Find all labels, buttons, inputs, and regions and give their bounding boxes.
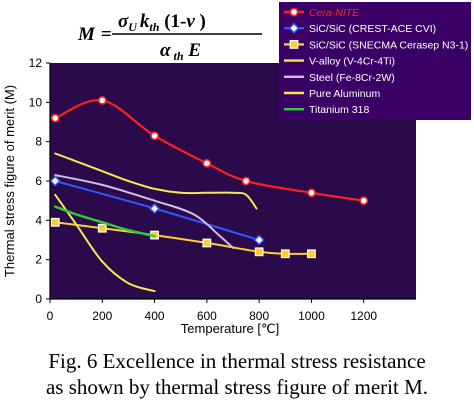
y-tick-label-2: 4 — [35, 213, 42, 227]
formula-denominator: α th E — [160, 40, 201, 63]
formula-lhs: M = — [77, 24, 112, 45]
legend-label-0: Cera-NITE — [309, 7, 360, 19]
series-line-3 — [54, 152, 258, 210]
series-layer — [49, 95, 369, 293]
data-point-0-5 — [307, 188, 316, 198]
legend-label-5: Pure Aluminum — [309, 88, 380, 100]
legend-item-1: SiC/SiC (CREST-ACE CVI) — [284, 22, 436, 35]
data-point-0-6 — [359, 196, 369, 206]
data-point-1-1 — [149, 202, 161, 215]
legend: Cera-NITE SiC/SiC (CREST-ACE CVI) SiC/SiC … — [284, 7, 468, 116]
ticks-layer: 0 200 400 600 800 1000 1200 0 2 4 6 8 10 12 — [29, 56, 378, 323]
data-point-0-3 — [202, 158, 212, 168]
data-point-1-2 — [253, 234, 265, 246]
series-1 — [49, 175, 265, 246]
legend-marker-0 — [289, 7, 299, 17]
legend-label-4: Steel (Fe-8Cr-2W) — [309, 72, 395, 84]
legend-item-5: Pure Aluminum — [284, 88, 380, 100]
y-axis-label: Thermal stress figure of merit (M) — [2, 85, 17, 277]
series-line-6 — [54, 205, 156, 238]
legend-item-3: V-alloy (V-4Cr-4Ti) — [284, 56, 395, 68]
data-point-0-0 — [50, 113, 60, 123]
formula: M = σU kth (1-ν ) α th E — [77, 11, 262, 63]
y-tick-label-3: 6 — [35, 174, 42, 188]
x-tick-label-1: 200 — [92, 309, 112, 323]
y-tick-label-6: 12 — [29, 56, 43, 70]
caption-line-1: Fig. 6 Excellence in thermal stress resi… — [48, 349, 426, 373]
series-3 — [54, 152, 258, 210]
data-point-2-3 — [202, 238, 212, 248]
x-tick-label-6: 1200 — [350, 309, 377, 323]
legend-item-6: Titanium 318 — [284, 104, 369, 116]
data-point-2-0 — [50, 217, 60, 227]
legend-label-6: Titanium 318 — [309, 104, 369, 116]
data-point-1-0 — [49, 175, 61, 187]
caption-line-2: as shown by thermal stress figure of mer… — [45, 375, 428, 399]
x-tick-label-5: 1000 — [298, 309, 325, 323]
y-tick-label-4: 8 — [35, 135, 42, 149]
x-tick-label-4: 800 — [249, 309, 269, 323]
y-tick-label-0: 0 — [35, 292, 42, 306]
data-point-0-2 — [150, 131, 159, 141]
x-tick-label-3: 600 — [197, 309, 217, 323]
legend-marker-1 — [288, 22, 300, 34]
series-6 — [54, 205, 156, 238]
series-line-5 — [54, 193, 156, 293]
series-line-4 — [54, 174, 234, 249]
legend-item-4: Steel (Fe-8Cr-2W) — [284, 72, 395, 84]
legend-label-3: V-alloy (V-4Cr-4Ti) — [309, 56, 395, 68]
data-point-2-6 — [307, 249, 316, 259]
series-4 — [54, 174, 234, 249]
x-tick-label-0: 0 — [47, 309, 54, 323]
data-point-0-4 — [241, 176, 251, 186]
legend-item-0: Cera-NITE — [284, 7, 360, 19]
series-0 — [50, 95, 369, 206]
formula-numerator: σU kth (1-ν ) — [118, 11, 206, 34]
legend-box — [279, 2, 471, 120]
x-tick-label-2: 400 — [145, 309, 165, 323]
series-5 — [54, 193, 156, 293]
data-point-0-1 — [97, 95, 107, 105]
legend-item-2: SiC/SiC (SNECMA Cerasep N3-1) — [284, 39, 468, 51]
legend-marker-2 — [289, 39, 299, 49]
legend-label-1: SiC/SiC (CREST-ACE CVI) — [309, 23, 436, 35]
legend-label-2: SiC/SiC (SNECMA Cerasep N3-1) — [309, 39, 468, 51]
x-axis-label: Temperature [℃] — [181, 321, 279, 336]
y-tick-label-5: 10 — [29, 95, 43, 109]
data-point-2-4 — [254, 247, 264, 257]
y-tick-label-1: 2 — [35, 253, 42, 267]
data-point-2-1 — [97, 223, 107, 233]
data-point-2-5 — [280, 249, 290, 259]
